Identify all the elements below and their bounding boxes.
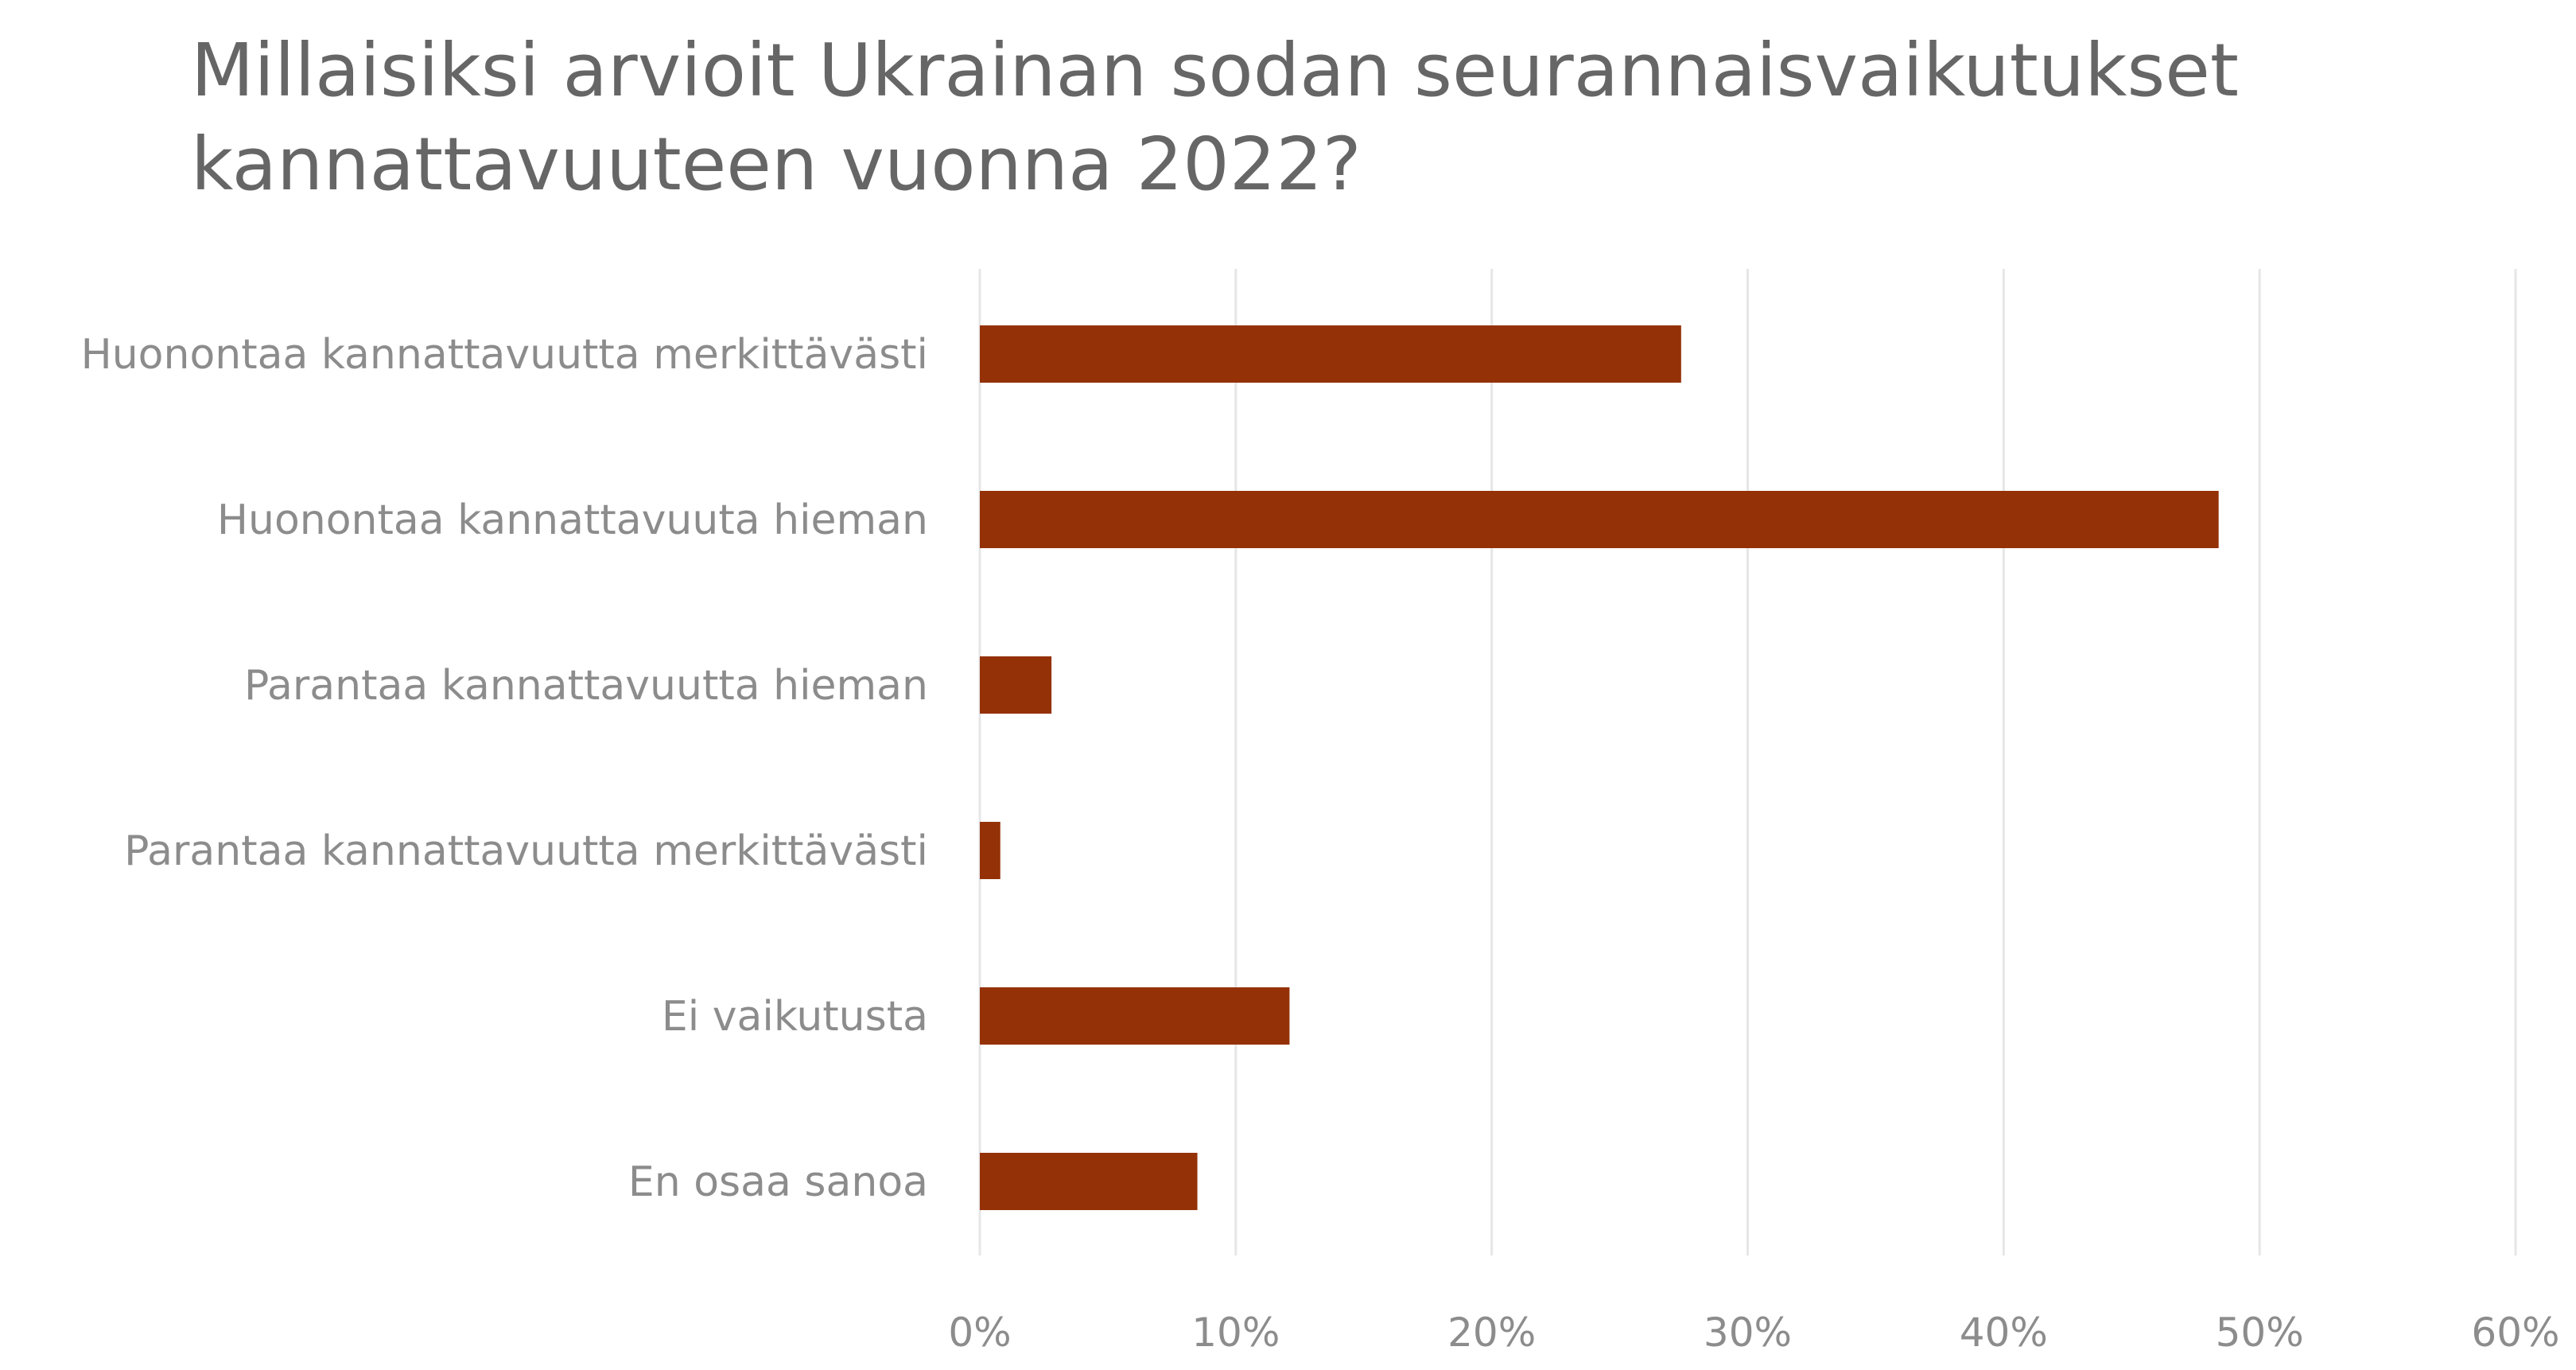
category-label: Huonontaa kannattavuutta merkittävästi bbox=[81, 331, 928, 379]
x-tick-label: 40% bbox=[1960, 1310, 2048, 1356]
x-tick-label: 30% bbox=[1704, 1310, 1792, 1356]
bar bbox=[980, 491, 2219, 548]
category-label: Parantaa kannattavuutta merkittävästi bbox=[124, 827, 928, 875]
bar bbox=[980, 1153, 1198, 1210]
category-label: Ei vaikutusta bbox=[662, 993, 928, 1041]
x-tick-label: 0% bbox=[948, 1310, 1011, 1356]
x-tick-label: 20% bbox=[1447, 1310, 1536, 1356]
bar bbox=[980, 987, 1290, 1045]
bar bbox=[980, 656, 1052, 714]
category-label: Huonontaa kannattavuuta hieman bbox=[217, 496, 928, 544]
x-tick-label: 60% bbox=[2471, 1310, 2559, 1356]
category-label: En osaa sanoa bbox=[628, 1158, 928, 1206]
bar bbox=[980, 822, 1000, 879]
category-label: Parantaa kannattavuutta hieman bbox=[244, 662, 928, 710]
gridlines bbox=[978, 269, 2517, 1255]
x-axis-tick-labels: 0% 10% 20% 30% 40% 50% 60% bbox=[948, 1310, 2559, 1356]
category-labels: Huonontaa kannattavuutta merkittävästi Hu… bbox=[81, 331, 928, 1206]
bar bbox=[980, 325, 1681, 383]
chart-title: Millaisiksi arvioit Ukrainan sodan seura… bbox=[191, 28, 2239, 207]
x-tick-label: 50% bbox=[2216, 1310, 2304, 1356]
x-tick-label: 10% bbox=[1191, 1310, 1280, 1356]
bars bbox=[980, 325, 2219, 1210]
